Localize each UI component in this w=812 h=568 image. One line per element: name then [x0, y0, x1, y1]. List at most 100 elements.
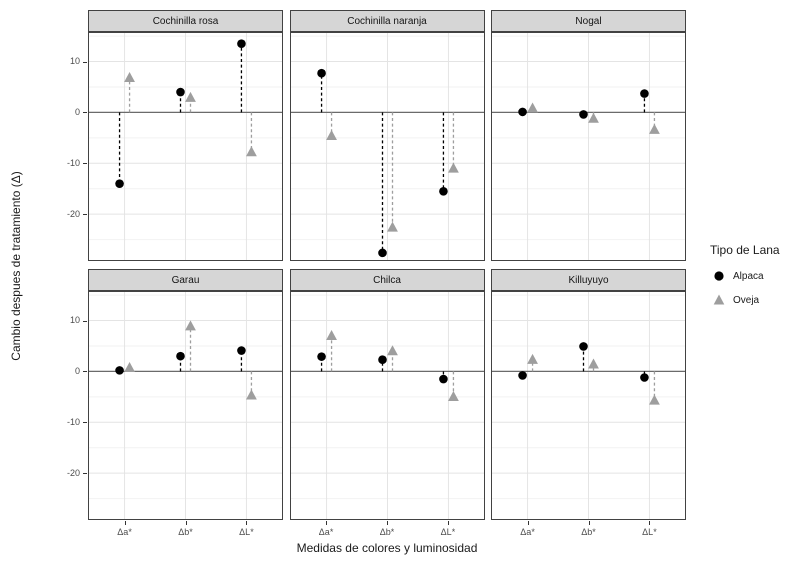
data-point-alpaca — [316, 68, 326, 78]
data-point-oveja — [124, 72, 135, 82]
y-axis-tick-label: 0 — [74, 365, 80, 376]
facet-strip-label: Cochinilla rosa — [88, 10, 283, 32]
data-point-oveja — [447, 162, 459, 173]
data-point-alpaca — [176, 351, 185, 361]
data-point-oveja — [185, 320, 196, 331]
facet-strip-label: Nogal — [491, 10, 686, 32]
y-axis-tick — [83, 214, 87, 216]
oveja-triangle-icon — [713, 294, 725, 305]
y-axis-tick — [83, 320, 87, 322]
y-axis-tick-label: 0 — [74, 106, 80, 117]
data-point-oveja — [246, 389, 257, 400]
legend-item-oveja: Oveja — [710, 288, 810, 312]
data-point-oveja — [325, 130, 337, 141]
y-axis-tick — [83, 473, 87, 475]
legend: Tipo de Lana Alpaca Oveja — [710, 243, 810, 312]
facet-strip-label: Chilca — [289, 269, 485, 291]
x-axis-tick — [185, 521, 187, 525]
legend-label: Oveja — [733, 294, 760, 306]
data-point-oveja — [527, 353, 538, 364]
y-axis-tick-label: -10 — [66, 416, 80, 427]
data-point-alpaca — [579, 342, 588, 351]
legend-label: Alpaca — [733, 270, 764, 282]
data-point-alpaca — [377, 248, 387, 258]
x-axis-tick-label: Δa* — [318, 527, 334, 537]
data-point-oveja — [527, 102, 538, 113]
facet-strip-label: Garau — [88, 269, 283, 291]
data-point-alpaca — [115, 179, 124, 188]
alpaca-circle-icon — [714, 271, 724, 281]
data-point-alpaca — [438, 374, 448, 384]
y-axis-tick-label: -10 — [66, 157, 80, 168]
data-point-oveja — [386, 221, 398, 232]
facet-strip-label: Cochinilla naranja — [289, 10, 485, 32]
legend-title: Tipo de Lana — [710, 243, 780, 257]
x-axis-tick — [387, 521, 388, 525]
data-point-alpaca — [579, 110, 588, 119]
data-point-alpaca — [237, 39, 246, 49]
x-axis-title: Medidas de colores y luminosidad — [296, 541, 478, 555]
x-axis-tick-label: ΔL* — [239, 527, 254, 537]
data-point-oveja — [386, 345, 398, 356]
x-axis-tick — [649, 521, 651, 525]
x-axis-tick-label: Δa* — [520, 527, 535, 537]
y-axis-tick-label: -20 — [66, 208, 80, 219]
data-point-alpaca — [518, 107, 527, 117]
x-axis-tick — [588, 521, 590, 525]
y-axis-tick — [83, 422, 87, 424]
data-point-alpaca — [377, 355, 387, 364]
y-axis-tick-label: 10 — [69, 56, 80, 66]
data-point-oveja — [649, 123, 660, 134]
data-point-oveja — [185, 91, 196, 102]
facet-strip-label: Killuyuyo — [491, 269, 686, 291]
x-axis-tick — [326, 521, 328, 525]
x-axis-tick-label: Δb* — [379, 527, 395, 537]
data-point-alpaca — [640, 373, 649, 382]
facet-panel: Chilca — [289, 269, 485, 520]
panel-plot — [289, 291, 485, 520]
facet-panel: Nogal — [491, 10, 686, 261]
panel-plot — [88, 32, 283, 261]
data-point-oveja — [588, 358, 599, 369]
x-axis-tick — [124, 521, 126, 525]
data-point-alpaca — [316, 352, 326, 361]
x-axis-tick-label: Δb* — [178, 527, 193, 537]
facet-panel: Killuyuyo — [491, 269, 686, 520]
plot-area: Cochinilla rosa Cochinilla naranja Nogal Ga… — [67, 10, 686, 537]
y-axis-tick — [83, 112, 87, 114]
facet-panel: Garau — [88, 269, 283, 520]
data-point-oveja — [588, 112, 599, 123]
data-point-oveja — [649, 394, 660, 405]
data-point-oveja — [124, 362, 135, 373]
x-axis-tick — [246, 521, 248, 525]
data-point-alpaca — [115, 366, 124, 375]
x-axis-tick-label: Δb* — [581, 527, 596, 537]
data-point-alpaca — [438, 186, 448, 196]
y-axis-tick — [83, 163, 87, 165]
panel-plot — [491, 32, 686, 261]
data-point-oveja — [447, 391, 459, 402]
legend-item-alpaca: Alpaca — [710, 264, 810, 288]
data-point-alpaca — [518, 371, 527, 380]
y-axis-tick-label: 10 — [69, 315, 80, 325]
y-axis-title: Cambio despues de tratamiento (Δ) — [9, 171, 23, 361]
facet-panel: Cochinilla naranja — [289, 10, 485, 261]
x-axis-tick-label: ΔL* — [642, 527, 657, 537]
y-axis-tick — [83, 371, 87, 373]
data-point-alpaca — [640, 89, 649, 98]
x-axis-tick — [527, 521, 529, 525]
data-point-alpaca — [237, 346, 246, 355]
data-point-oveja — [246, 146, 257, 157]
x-axis-tick — [447, 521, 449, 525]
facet-panel: Cochinilla rosa — [88, 10, 283, 261]
panel-plot — [88, 291, 283, 520]
data-point-oveja — [325, 329, 337, 340]
panel-plot — [491, 291, 686, 520]
panel-plot — [289, 32, 485, 261]
x-axis-tick-label: Δa* — [117, 527, 132, 537]
y-axis-tick — [83, 61, 87, 63]
data-point-alpaca — [176, 87, 185, 97]
x-axis-tick-label: ΔL* — [440, 527, 456, 537]
y-axis-tick-label: -20 — [66, 467, 80, 478]
